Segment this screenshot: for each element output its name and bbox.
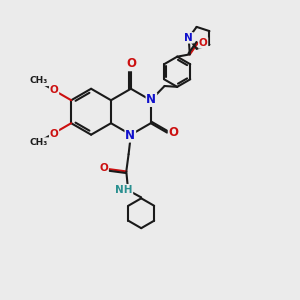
Text: O: O <box>199 38 208 48</box>
Text: NH: NH <box>115 185 133 195</box>
Text: O: O <box>50 85 58 95</box>
Text: N: N <box>125 129 135 142</box>
Text: CH₃: CH₃ <box>30 138 48 147</box>
Text: O: O <box>169 125 178 139</box>
Text: O: O <box>126 57 136 70</box>
Text: N: N <box>184 33 193 43</box>
Text: N: N <box>146 93 156 106</box>
Text: O: O <box>50 128 58 139</box>
Text: CH₃: CH₃ <box>30 76 48 85</box>
Text: O: O <box>99 163 108 173</box>
